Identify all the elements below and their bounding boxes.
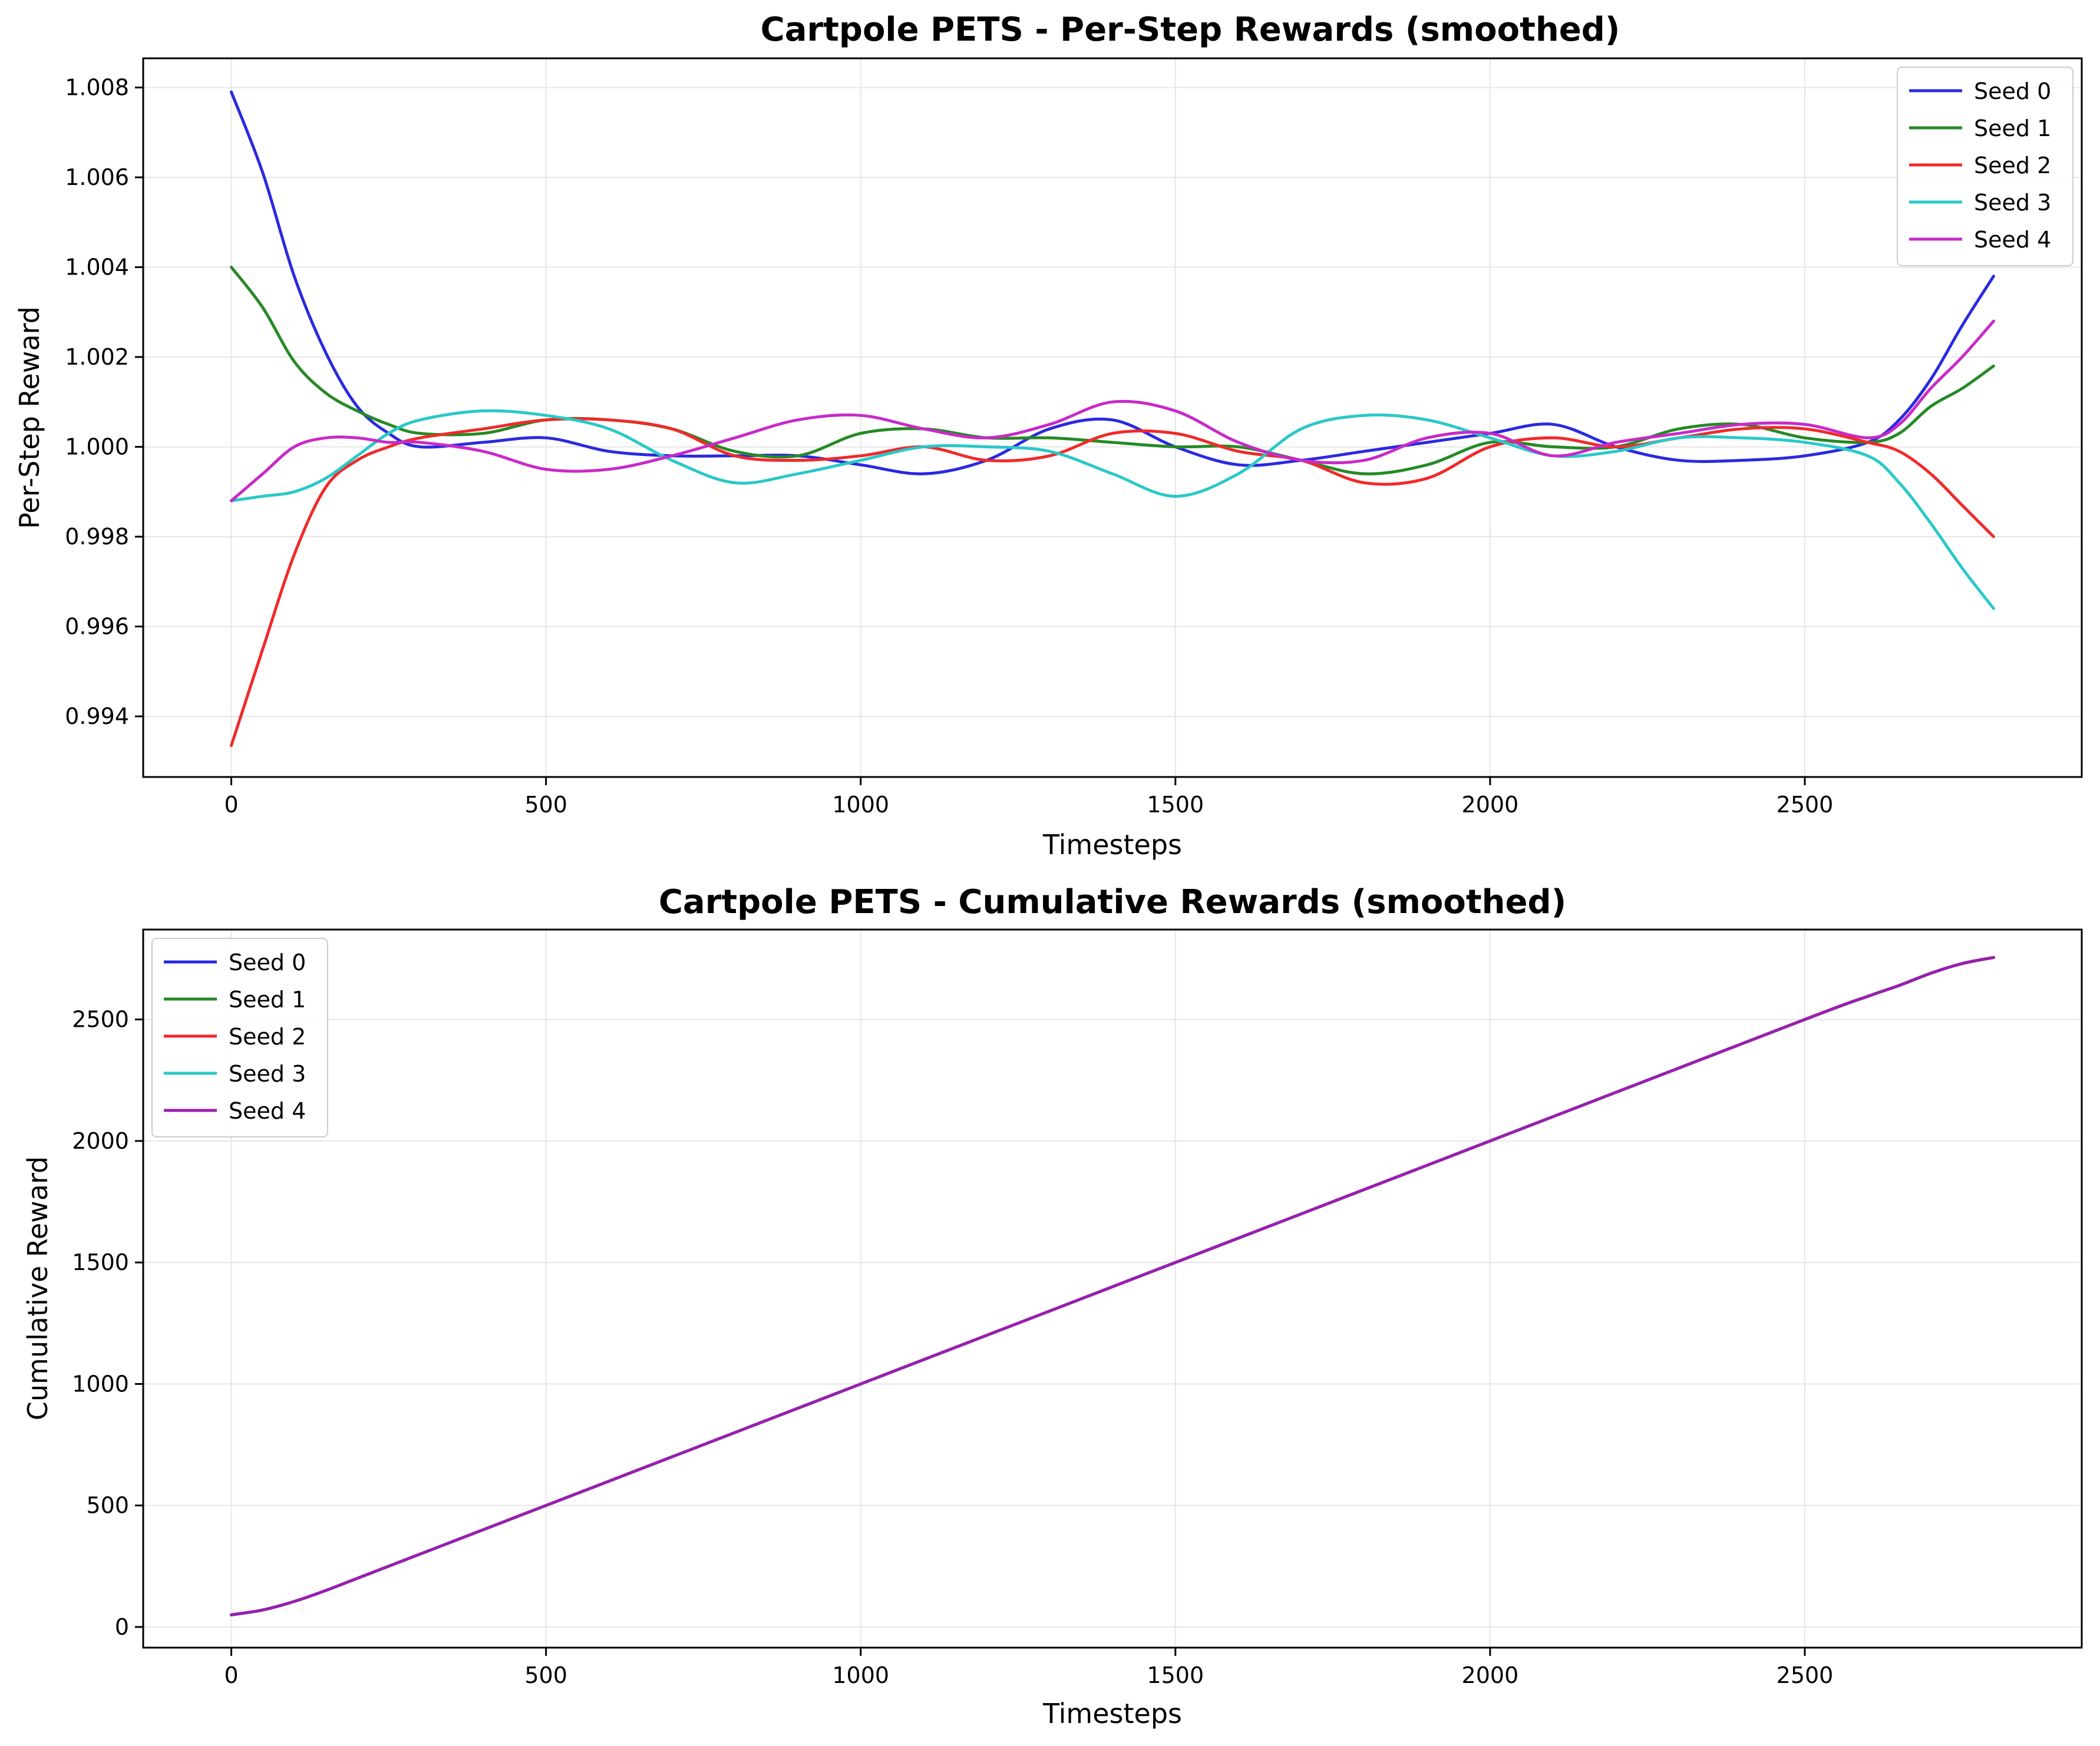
legend-entry-label: Seed 0 [1974, 78, 2051, 104]
legend-box [1897, 67, 2073, 266]
y-tick-label: 1.000 [65, 434, 129, 460]
legend-box [151, 938, 328, 1137]
y-tick-label: 0.994 [65, 703, 129, 729]
x-tick-label: 1000 [832, 792, 889, 818]
x-tick-label: 0 [224, 792, 238, 818]
series-lines [230, 90, 1995, 748]
y-tick-label: 0.998 [65, 524, 129, 550]
y-tick-label: 0 [115, 1614, 129, 1640]
y-tick-label: 1.002 [65, 344, 129, 370]
axis-ticks: 0 500 1000 1500 2000 2500 0 500 1000 1500 2000 2500 [72, 1007, 1833, 1688]
legend-entry-label: Seed 3 [229, 1061, 306, 1087]
y-tick-label: 2500 [72, 1007, 129, 1033]
y-tick-label: 1.008 [65, 75, 129, 101]
legend-entry-label: Seed 0 [229, 950, 306, 975]
y-tick-label: 1000 [72, 1371, 129, 1397]
legend: Seed 0 Seed 1 Seed 2 Seed 3 Seed 4 [151, 938, 328, 1137]
series-lines [230, 955, 1995, 1616]
series-line-seed-3 [230, 409, 1995, 610]
chart-title: Cartpole PETS - Cumulative Rewards (smoo… [659, 883, 1566, 921]
grid [143, 58, 2082, 777]
plot-area-frame [142, 57, 2083, 778]
y-tick-label: 1500 [72, 1249, 129, 1275]
legend-entry-label: Seed 4 [229, 1098, 306, 1124]
x-tick-label: 2500 [1777, 1662, 1834, 1688]
x-tick-label: 2000 [1462, 792, 1519, 818]
plot-area-frame [142, 928, 2083, 1649]
chart-title: Cartpole PETS - Per-Step Rewards (smooth… [761, 11, 1620, 49]
x-tick-label: 2500 [1777, 792, 1834, 818]
legend-entry-label: Seed 1 [229, 987, 306, 1013]
x-tick-label: 1000 [832, 1662, 889, 1688]
y-tick-label: 500 [86, 1493, 129, 1519]
legend-entry-label: Seed 3 [1974, 190, 2051, 216]
legend-entry-label: Seed 2 [229, 1024, 306, 1050]
y-tick-label: 2000 [72, 1128, 129, 1154]
y-axis-label: Cumulative Reward [22, 1156, 54, 1420]
axis-ticks: 0 500 1000 1500 2000 2500 0.994 0.996 0.998 1.000… [65, 75, 1833, 818]
legend-entry-label: Seed 1 [1974, 115, 2051, 141]
legend-entry-label: Seed 4 [1974, 227, 2051, 253]
series-line-seed-4 [230, 319, 1995, 502]
x-tick-label: 1500 [1147, 792, 1204, 818]
per-step-rewards-chart: Cartpole PETS - Per-Step Rewards (smooth… [14, 11, 2083, 861]
x-axis-label: Timesteps [1042, 1698, 1182, 1730]
series-line-seed-4 [230, 955, 1995, 1616]
cumulative-rewards-chart: Cartpole PETS - Cumulative Rewards (smoo… [22, 883, 2083, 1730]
series-line-seed-0 [230, 90, 1995, 475]
legend: Seed 0 Seed 1 Seed 2 Seed 3 Seed 4 [1897, 67, 2073, 266]
grid [143, 930, 2082, 1648]
x-tick-label: 500 [524, 1662, 567, 1688]
y-tick-label: 1.006 [65, 164, 129, 190]
x-tick-label: 2000 [1462, 1662, 1519, 1688]
legend-entry-label: Seed 2 [1974, 153, 2051, 178]
y-tick-label: 0.996 [65, 614, 129, 640]
y-axis-label: Per-Step Reward [14, 306, 45, 529]
x-tick-label: 500 [524, 792, 567, 818]
x-tick-label: 1500 [1147, 1662, 1204, 1688]
y-tick-label: 1.004 [65, 254, 129, 280]
x-axis-label: Timesteps [1042, 829, 1182, 861]
x-tick-label: 0 [224, 1662, 238, 1688]
